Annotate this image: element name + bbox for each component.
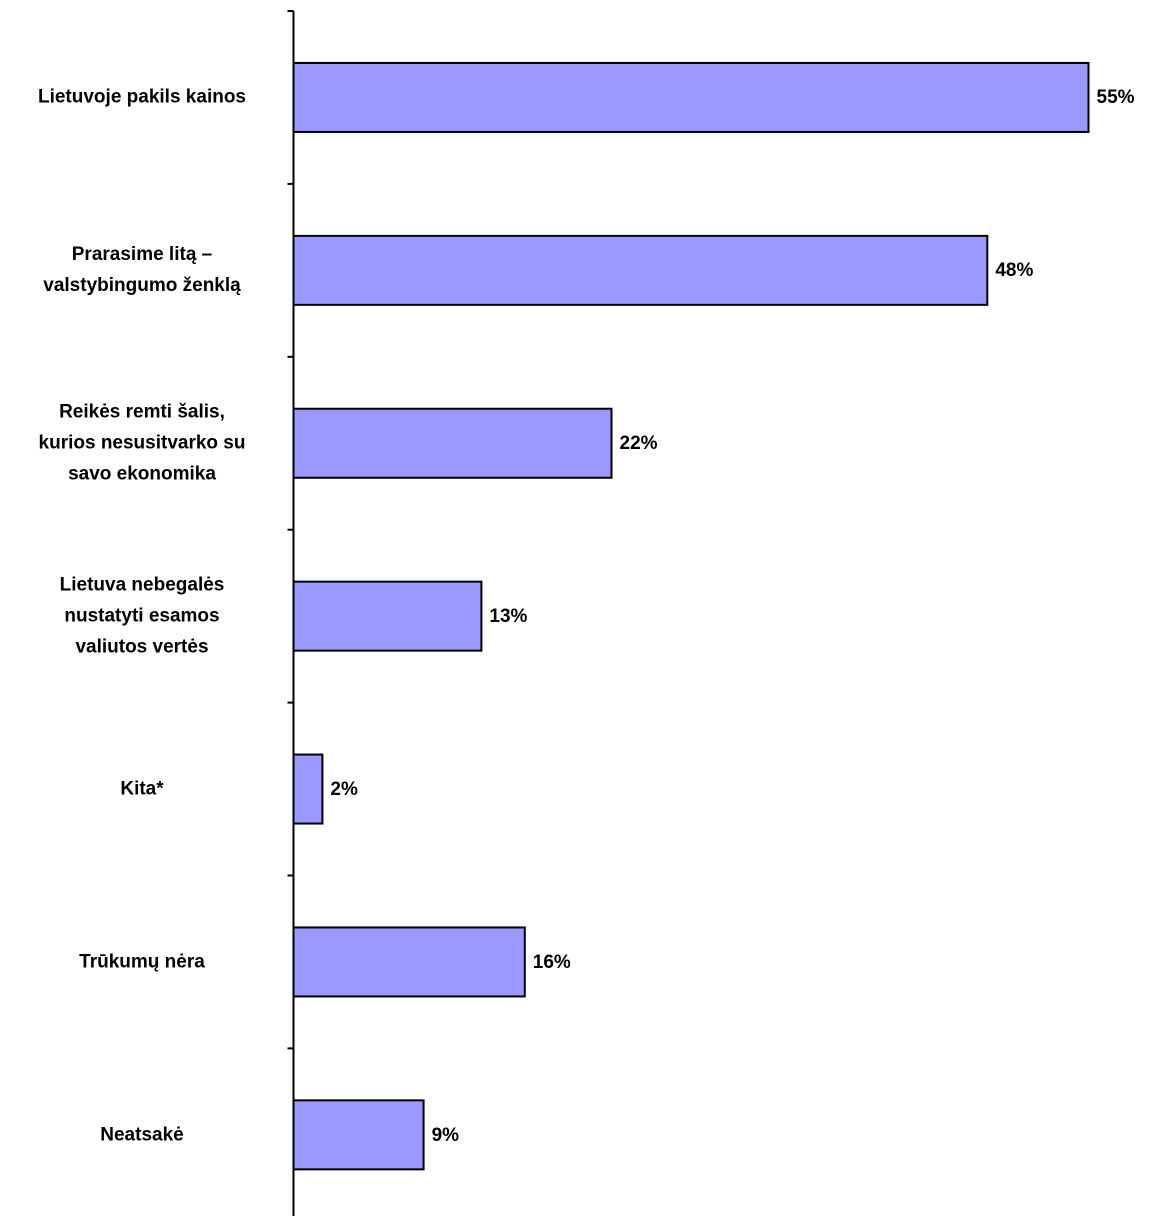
- category-label: Trūkumų nėra: [79, 951, 205, 973]
- data-label: 55%: [1096, 87, 1135, 109]
- data-label: 22%: [619, 433, 658, 455]
- category-label: Kita*: [120, 778, 164, 800]
- category-label: Neatsakė: [100, 1124, 184, 1146]
- bar: [292, 1099, 425, 1171]
- bar: [292, 407, 613, 479]
- category-label: Lietuvoje pakils kainos: [37, 86, 247, 108]
- bar: [292, 234, 989, 306]
- category-label: Prarasime litą – valstybingumo ženklą: [43, 244, 241, 297]
- category-label: Lietuva nebegalės nustatyti esamos valiuto…: [59, 574, 225, 658]
- bar: [292, 753, 324, 825]
- data-label: 48%: [995, 260, 1034, 282]
- data-label: 16%: [532, 951, 571, 973]
- data-label: 13%: [489, 606, 528, 628]
- bar: [292, 580, 483, 652]
- data-label: 9%: [431, 1124, 460, 1146]
- bar: [292, 926, 526, 998]
- category-label: Reikės remti šalis, kurios nesusitvarko s…: [38, 401, 246, 485]
- data-label: 2%: [330, 779, 358, 801]
- bar: [292, 61, 1090, 133]
